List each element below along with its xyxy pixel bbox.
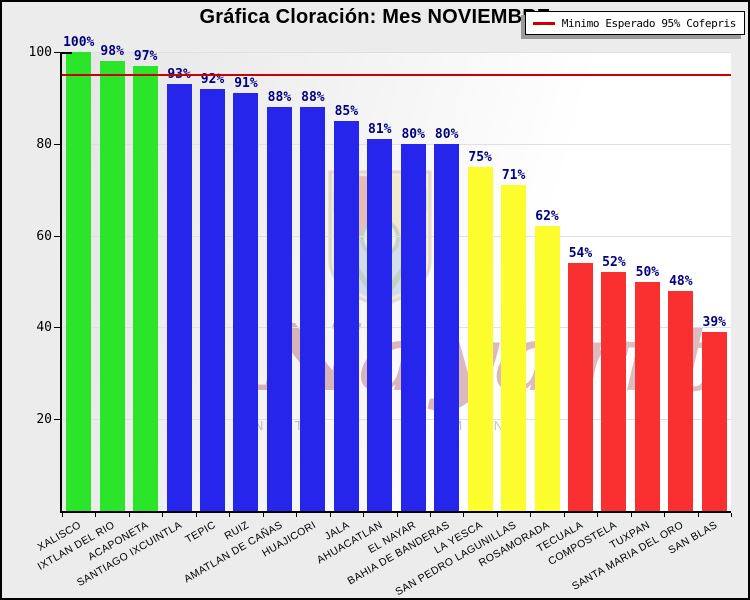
x-axis-tick xyxy=(530,513,532,517)
bar-value-label: 100% xyxy=(63,35,95,50)
x-axis-tick xyxy=(262,513,264,517)
bar xyxy=(300,107,326,511)
bar xyxy=(534,226,560,511)
x-axis-tick xyxy=(664,513,666,517)
x-axis-tick xyxy=(731,513,732,517)
bar-value-label: 85% xyxy=(334,103,359,119)
y-axis-tick xyxy=(54,52,60,53)
x-axis-tick xyxy=(463,513,465,517)
y-axis-line xyxy=(60,52,62,513)
y-axis-tick xyxy=(54,235,60,237)
x-axis-tick xyxy=(396,513,398,517)
gridline xyxy=(62,235,731,237)
chart-title: Gráfica Cloración: Mes NOVIEMBRE xyxy=(199,6,551,28)
y-axis-label: 40 xyxy=(36,320,52,336)
x-axis-tick xyxy=(630,513,632,517)
bar xyxy=(634,281,660,511)
bar xyxy=(501,185,527,511)
x-axis-tick xyxy=(95,513,97,517)
legend-box: Minimo Esperado 95% Cofepris xyxy=(524,11,745,35)
bar xyxy=(701,332,727,511)
bar-value-label: 91% xyxy=(234,76,258,92)
x-axis-tick xyxy=(563,513,565,517)
legend-label: Minimo Esperado 95% Cofepris xyxy=(561,16,737,30)
bar-value-label: 80% xyxy=(434,126,459,142)
x-axis-tick xyxy=(429,513,431,517)
bar-value-label: 80% xyxy=(401,126,425,142)
bar-value-label: 71% xyxy=(501,168,526,184)
bar xyxy=(567,263,593,511)
y-axis-label: 20 xyxy=(36,412,52,428)
y-axis-tick xyxy=(54,419,60,421)
bar-value-label: 88% xyxy=(267,90,292,106)
bar xyxy=(133,65,159,511)
y-axis-tick xyxy=(54,327,60,329)
x-axis-tick xyxy=(597,513,599,517)
gridline xyxy=(62,327,731,329)
bar xyxy=(333,120,359,511)
x-axis-tick xyxy=(329,513,331,517)
bar-value-label: 62% xyxy=(535,209,559,225)
x-axis-tick xyxy=(162,513,164,517)
bar-value-label: 52% xyxy=(602,255,626,271)
bar-value-label: 48% xyxy=(669,273,693,289)
x-axis-tick xyxy=(128,513,130,517)
y-axis-top-cap xyxy=(60,52,72,54)
bar-value-label: 98% xyxy=(100,44,124,60)
bar xyxy=(434,143,460,511)
gridline xyxy=(62,143,731,145)
bar xyxy=(66,52,92,511)
bar-value-label: 50% xyxy=(635,264,660,280)
bar xyxy=(400,143,426,511)
y-axis-tick xyxy=(54,143,60,145)
x-axis-tick xyxy=(62,513,63,517)
bar xyxy=(467,166,493,511)
bar-value-label: 54% xyxy=(568,246,593,262)
bar xyxy=(200,88,226,511)
bar xyxy=(266,107,292,511)
x-axis-tick xyxy=(363,513,365,517)
bar xyxy=(99,61,125,511)
x-axis-tick xyxy=(229,513,231,517)
bar-value-label: 88% xyxy=(301,90,325,106)
bar-value-label: 39% xyxy=(702,314,727,330)
gridline xyxy=(62,419,731,421)
bar-value-label: 75% xyxy=(468,149,492,165)
bar-value-label: 97% xyxy=(133,48,158,64)
y-axis-label: 100 xyxy=(28,45,52,60)
gridline xyxy=(62,52,731,53)
threshold-line xyxy=(62,73,731,76)
bar xyxy=(233,93,259,511)
x-axis-tick xyxy=(296,513,298,517)
x-axis-tick xyxy=(496,513,498,517)
bar xyxy=(166,84,192,511)
x-axis-tick xyxy=(697,513,699,517)
legend-line-icon xyxy=(532,21,555,25)
y-axis-label: 60 xyxy=(36,228,52,244)
x-axis-label: TEPIC xyxy=(183,519,218,546)
bar-value-label: 81% xyxy=(368,122,392,138)
bar xyxy=(668,290,694,511)
bar xyxy=(367,139,393,511)
x-axis-tick xyxy=(195,513,197,517)
y-axis-label: 80 xyxy=(36,136,52,152)
bar xyxy=(601,272,627,511)
plot-area: Nayarit N T L T Y M N 100%98%97%93%92%91… xyxy=(62,35,731,511)
x-axis-line xyxy=(60,511,731,513)
